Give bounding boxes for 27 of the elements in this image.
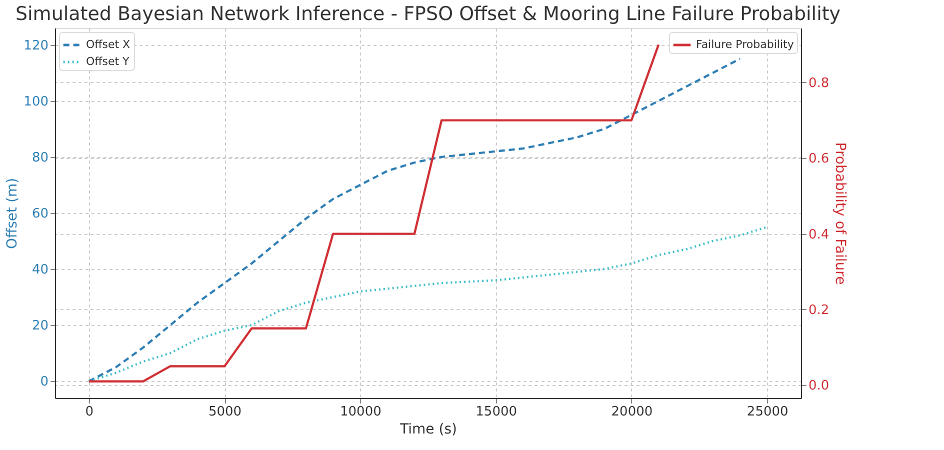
y-tick-label: 100: [24, 94, 48, 110]
y-tick-label: 80: [32, 150, 48, 166]
line-series: [88, 58, 742, 382]
y2-tick-label: 0.4: [808, 227, 830, 242]
y-tick-label: 40: [32, 262, 48, 278]
x-tick-label: 0: [85, 404, 94, 420]
x-tick-label: 20000: [611, 404, 653, 420]
y2-tick-label: 0.2: [808, 302, 830, 318]
x-tick-label: 10000: [340, 404, 382, 420]
legend-label: Offset X: [86, 38, 131, 51]
y2-tick-label: 0.6: [808, 152, 830, 167]
y-tick-label: 60: [32, 206, 48, 222]
x-tick-label: 5000: [208, 404, 242, 420]
x-axis-title: Time (s): [399, 422, 457, 438]
y-tick-label: 0: [40, 374, 48, 390]
line-series: [88, 226, 768, 382]
chart-title: Simulated Bayesian Network Inference - FPSO Offset & Mooring Line Failure Probability: [15, 3, 841, 25]
legend-label: Offset Y: [86, 55, 130, 68]
x-tick-label: 15000: [476, 404, 517, 420]
y2-tick-label: 0.8: [808, 76, 830, 91]
legend-label: Failure Probability: [696, 38, 794, 51]
y2-tick-label: 0.0: [808, 378, 830, 394]
y-axis-title: Offset (m): [4, 178, 21, 250]
y2-axis-title: Probability of Failure: [832, 142, 848, 285]
y-tick-label: 20: [32, 318, 48, 334]
x-tick-label: 25000: [746, 404, 788, 420]
y-tick-label: 120: [24, 38, 48, 54]
